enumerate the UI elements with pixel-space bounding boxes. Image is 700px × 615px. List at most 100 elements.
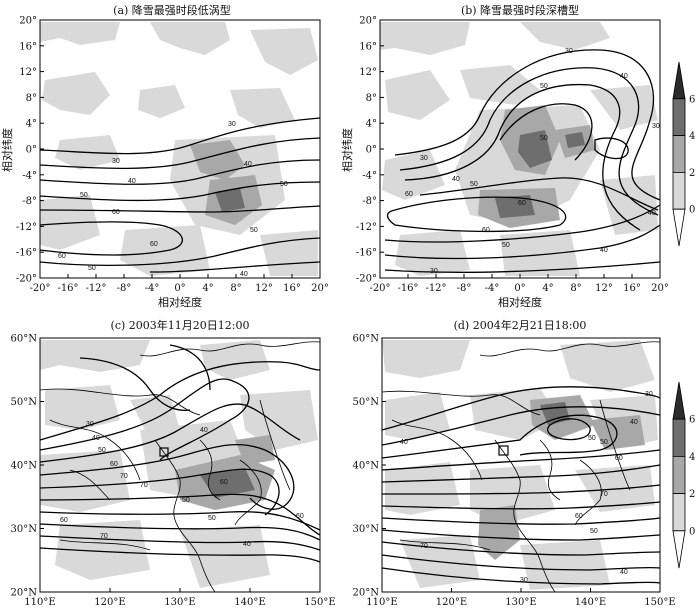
svg-text:60: 60 bbox=[518, 200, 526, 207]
panel-c-coastline bbox=[39, 341, 321, 593]
colorbar-segment bbox=[672, 98, 686, 137]
y-tick-label: 40°N bbox=[353, 461, 380, 472]
colorbar-tick-label: 4 bbox=[689, 452, 695, 463]
svg-text:60: 60 bbox=[575, 513, 583, 520]
panel-b: (b) 降雪最强时段深槽型 bbox=[340, 3, 669, 309]
panel-c-contour-labels: 40 50 60 70 70 60 50 40 60 70 60 50 40 3… bbox=[60, 421, 304, 548]
y-tick-label: -20° bbox=[16, 274, 37, 285]
svg-text:50: 50 bbox=[280, 181, 288, 188]
svg-text:60: 60 bbox=[405, 191, 413, 198]
panel-a-shading bbox=[40, 20, 320, 278]
colorbar-segment bbox=[672, 530, 686, 569]
svg-text:50: 50 bbox=[502, 242, 510, 249]
svg-text:40: 40 bbox=[620, 569, 628, 576]
y-tick-label: -12° bbox=[356, 222, 377, 233]
x-tick-label: 140°E bbox=[234, 597, 265, 608]
svg-text:50: 50 bbox=[590, 528, 598, 535]
x-tick-label: -20° bbox=[29, 283, 50, 294]
colorbar-top: 6 4 2 0 bbox=[672, 61, 695, 247]
y-tick-label: -8° bbox=[362, 196, 377, 207]
y-tick-label: -4° bbox=[362, 170, 377, 181]
panel-a-xticks: -20° -16° -12° -8° -4° 0° 4° 8° 12° 16° 20° bbox=[29, 274, 329, 294]
x-tick-label: -12° bbox=[85, 283, 106, 294]
y-tick-label: 30°N bbox=[353, 524, 380, 535]
svg-text:40: 40 bbox=[243, 541, 251, 548]
colorbar-tick-label: 2 bbox=[689, 168, 695, 179]
panel-b-ylabel: 相对纬度 bbox=[340, 128, 354, 172]
x-tick-label: 12° bbox=[595, 283, 613, 294]
svg-text:50: 50 bbox=[250, 227, 258, 234]
svg-text:60: 60 bbox=[150, 241, 158, 248]
svg-text:30: 30 bbox=[652, 123, 660, 130]
panel-c: (c) 2003年11月20日12:00 bbox=[11, 318, 336, 608]
x-tick-label: 8° bbox=[570, 283, 581, 294]
y-tick-label: 0° bbox=[26, 145, 37, 156]
panel-b-contours bbox=[384, 49, 661, 274]
x-tick-label: -8° bbox=[117, 283, 132, 294]
x-tick-label: 150°E bbox=[644, 597, 675, 608]
y-tick-label: -8° bbox=[22, 196, 37, 207]
svg-text:60: 60 bbox=[482, 227, 490, 234]
svg-text:60: 60 bbox=[296, 513, 304, 520]
colorbar-segment bbox=[672, 135, 686, 173]
x-tick-label: 110°E bbox=[366, 597, 397, 608]
panel-c-yticks: 60°N 50°N 40°N 30°N 20°N bbox=[11, 334, 44, 599]
panel-d-contours bbox=[381, 386, 661, 585]
svg-text:50: 50 bbox=[540, 135, 548, 142]
svg-text:50: 50 bbox=[208, 515, 216, 522]
svg-text:50: 50 bbox=[540, 83, 548, 90]
x-tick-label: -4° bbox=[145, 283, 160, 294]
colorbar-segment bbox=[672, 493, 686, 532]
colorbar-tick-label: 6 bbox=[689, 94, 695, 105]
y-tick-label: 16° bbox=[359, 41, 377, 52]
y-tick-label: -16° bbox=[16, 248, 37, 259]
x-tick-label: 130°E bbox=[164, 597, 195, 608]
svg-text:60: 60 bbox=[220, 479, 228, 486]
y-tick-label: 0° bbox=[366, 145, 377, 156]
svg-text:60: 60 bbox=[60, 517, 68, 524]
x-tick-label: 16° bbox=[623, 283, 641, 294]
x-tick-label: 4° bbox=[542, 283, 553, 294]
panel-d-title: (d) 2004年2月21日18:00 bbox=[454, 318, 587, 332]
y-tick-label: 40°N bbox=[11, 461, 38, 472]
panel-b-shading bbox=[380, 20, 660, 278]
y-tick-label: 20°N bbox=[11, 588, 38, 599]
svg-text:40: 40 bbox=[648, 210, 656, 217]
panel-b-contour-labels: 30 40 50 50 30 40 60 60 50 40 30 50 60 4… bbox=[405, 48, 660, 275]
panel-b-yticks: 20° 16° 12° 8° 4° 0° -4° -8° -12° -16° -20° bbox=[356, 16, 384, 285]
svg-text:50: 50 bbox=[88, 265, 96, 272]
x-tick-label: 8° bbox=[230, 283, 241, 294]
panel-b-xlabel: 相对经度 bbox=[498, 295, 542, 309]
panel-c-title: (c) 2003年11月20日12:00 bbox=[111, 318, 250, 332]
panel-d-contour-labels: 30 40 50 60 70 70 60 50 40 30 50 40 bbox=[400, 391, 653, 584]
y-tick-label: 12° bbox=[359, 67, 377, 78]
panel-d-xticks: 110°E 120°E 130°E 140°E 150°E bbox=[366, 588, 676, 608]
panel-c-xticks: 110°E 120°E 130°E 140°E 150°E bbox=[24, 588, 336, 608]
panel-a-xlabel: 相对经度 bbox=[158, 295, 202, 309]
svg-text:70: 70 bbox=[420, 543, 428, 550]
panel-a-ylabel: 相对纬度 bbox=[0, 128, 14, 172]
panel-a-yticks: 20° 16° 12° 8° 4° 0° -4° -8° -12° -16° -20° bbox=[16, 16, 44, 285]
x-tick-label: -12° bbox=[425, 283, 446, 294]
colorbar-tick-label: 6 bbox=[689, 415, 695, 426]
panel-d-yticks: 60°N 50°N 40°N 30°N 20°N bbox=[353, 334, 386, 599]
colorbar-segment bbox=[672, 208, 686, 247]
colorbar-segment bbox=[672, 455, 686, 494]
svg-text:30: 30 bbox=[420, 155, 428, 162]
svg-text:40: 40 bbox=[452, 176, 460, 183]
x-tick-label: -8° bbox=[457, 283, 472, 294]
svg-text:30: 30 bbox=[520, 577, 528, 584]
y-tick-label: 8° bbox=[366, 93, 377, 104]
svg-text:50: 50 bbox=[80, 192, 88, 199]
panel-a-title: (a) 降雪最强时段低涡型 bbox=[113, 3, 231, 17]
svg-text:50: 50 bbox=[182, 497, 190, 504]
x-tick-label: 150°E bbox=[304, 597, 335, 608]
colorbar-bottom: 6 4 2 0 bbox=[672, 381, 695, 569]
panel-d-coastline bbox=[381, 341, 661, 593]
y-tick-label: -12° bbox=[16, 222, 37, 233]
x-tick-label: 12° bbox=[255, 283, 273, 294]
x-tick-label: -16° bbox=[57, 283, 78, 294]
svg-text:40: 40 bbox=[92, 435, 100, 442]
y-tick-label: 50°N bbox=[353, 397, 380, 408]
panel-a-contours bbox=[39, 117, 321, 273]
